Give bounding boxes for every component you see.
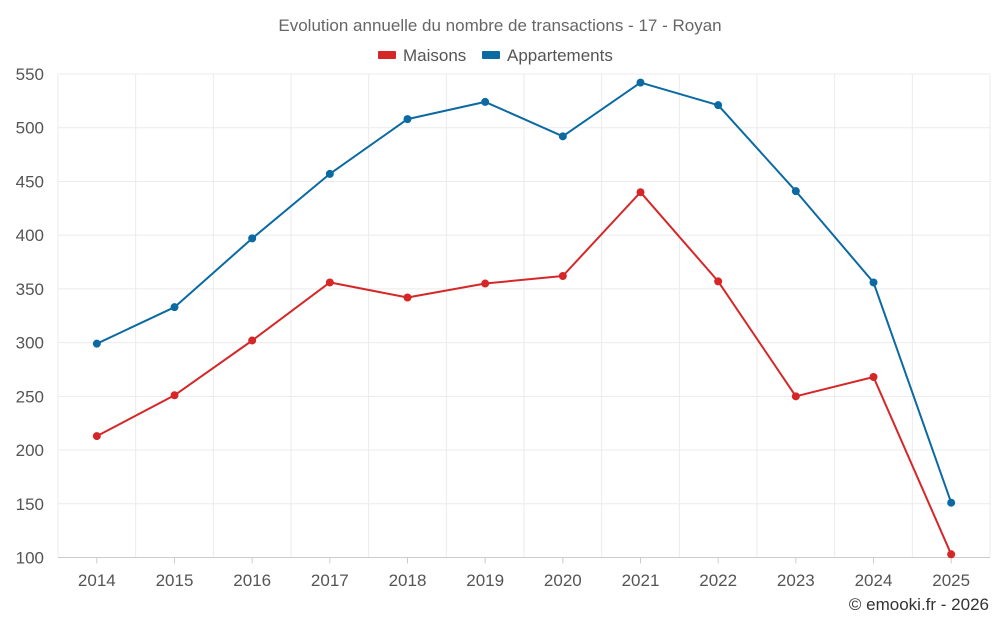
data-point-maisons-2014[interactable] [92,432,101,441]
y-tick-label: 300 [16,334,44,353]
x-tick-label: 2014 [78,571,116,590]
y-tick-label: 400 [16,226,44,245]
data-point-maisons-2021[interactable] [636,188,645,197]
legend-item-appartements[interactable]: Appartements [482,46,613,65]
y-tick-label: 250 [16,387,44,406]
data-point-appartements-2014[interactable] [92,339,101,348]
data-point-maisons-2023[interactable] [791,392,800,401]
y-tick-label: 100 [16,549,44,568]
x-tick-label: 2023 [777,571,815,590]
data-point-appartements-2024[interactable] [869,278,878,287]
legend-swatch-maisons [378,51,396,59]
y-tick-label: 350 [16,280,44,299]
y-tick-label: 500 [16,119,44,138]
legend: Maisons Appartements [378,46,613,65]
data-point-maisons-2019[interactable] [481,279,490,288]
series-line-maisons [96,191,953,555]
data-point-appartements-2022[interactable] [714,101,723,110]
x-tick-label: 2019 [466,571,504,590]
x-tick-label: 2017 [311,571,349,590]
data-point-appartements-2016[interactable] [248,234,257,243]
x-tick-label: 2022 [699,571,737,590]
x-tick-label: 2020 [544,571,582,590]
x-tick-label: 2016 [233,571,271,590]
data-point-appartements-2017[interactable] [325,169,334,178]
x-tick-label: 2024 [855,571,893,590]
legend-item-maisons[interactable]: Maisons [378,46,466,65]
data-point-appartements-2020[interactable] [558,132,567,141]
credit-text: © emooki.fr - 2026 [849,595,989,614]
data-point-maisons-2020[interactable] [558,271,567,280]
data-point-appartements-2018[interactable] [403,115,412,124]
chart-title: Evolution annuelle du nombre de transact… [278,16,721,35]
y-tick-labels: 100 150 200 250 300 350 400 450 500 550 [16,65,44,568]
data-point-appartements-2015[interactable] [170,303,179,312]
grid-layer [57,73,991,558]
data-point-maisons-2017[interactable] [325,278,334,287]
y-tick-label: 450 [16,172,44,191]
legend-label-appartements: Appartements [507,46,613,65]
data-point-appartements-2019[interactable] [481,97,490,106]
data-point-appartements-2023[interactable] [791,187,800,196]
x-tick-label: 2015 [156,571,194,590]
x-tick-label: 2025 [932,571,970,590]
data-point-maisons-2022[interactable] [714,277,723,286]
data-point-maisons-2024[interactable] [869,372,878,381]
x-tick-labels: 2014 2015 2016 2017 2018 2019 2020 2021 2022 2023… [78,557,970,590]
data-point-appartements-2021[interactable] [636,78,645,87]
y-tick-label: 550 [16,65,44,84]
data-point-maisons-2018[interactable] [403,293,412,302]
data-point-maisons-2015[interactable] [170,391,179,400]
data-point-appartements-2025[interactable] [947,498,956,507]
legend-swatch-appartements [482,51,500,59]
x-tick-label: 2018 [389,571,427,590]
series-layer [92,78,956,559]
legend-label-maisons: Maisons [403,46,466,65]
data-point-maisons-2025[interactable] [947,550,956,559]
series-line-appartements [96,81,953,504]
y-tick-label: 200 [16,441,44,460]
data-point-maisons-2016[interactable] [248,336,257,345]
y-tick-label: 150 [16,495,44,514]
x-tick-label: 2021 [622,571,660,590]
